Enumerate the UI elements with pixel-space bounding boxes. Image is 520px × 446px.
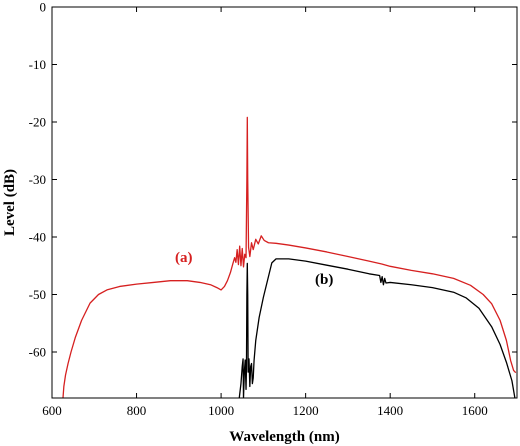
y-axis-title: Level (dB) — [2, 169, 18, 236]
series-line-b — [238, 258, 516, 398]
series-line-a — [62, 116, 517, 398]
x-tick-label: 800 — [127, 403, 147, 418]
x-tick-label: 1400 — [377, 403, 403, 418]
y-tick-label: -60 — [29, 345, 46, 360]
plot-frame — [51, 6, 518, 399]
series-label-b: (b) — [315, 272, 333, 288]
ticks-layer: 600 800 1000 1200 1400 1600 0 -10 -20 -30 -40 -50 -6… — [29, 0, 517, 418]
series-label-a: (a) — [175, 250, 193, 266]
labels-layer: (a) (b) — [175, 250, 333, 288]
x-tick-label: 1600 — [462, 403, 488, 418]
y-tick-label: -40 — [29, 230, 46, 245]
series-layer — [62, 116, 517, 398]
y-tick-label: 0 — [40, 0, 47, 15]
y-tick-label: -20 — [29, 115, 46, 130]
x-tick-label: 1000 — [208, 403, 234, 418]
y-tick-label: -50 — [29, 287, 46, 302]
y-tick-label: -10 — [29, 57, 46, 72]
x-axis-title: Wavelength (nm) — [229, 429, 339, 445]
x-tick-label: 600 — [42, 403, 62, 418]
y-tick-label: -30 — [29, 172, 46, 187]
x-tick-label: 1200 — [293, 403, 319, 418]
